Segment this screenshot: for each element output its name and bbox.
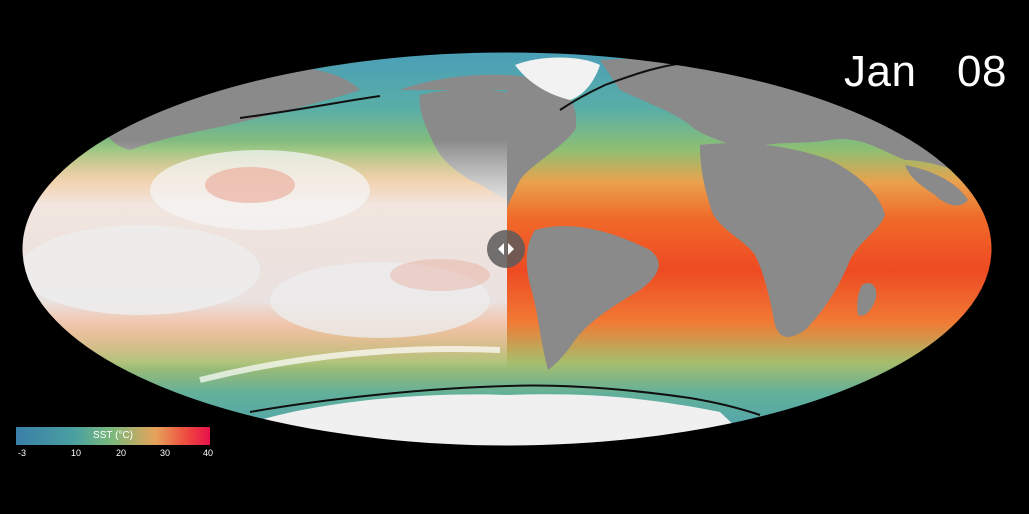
colorbar-tick-label: 40 xyxy=(202,448,214,458)
colorbar-tick-label: 10 xyxy=(70,448,82,458)
left-right-arrows-icon xyxy=(498,243,514,255)
colorbar-title: SST (°C) xyxy=(93,430,133,441)
sst-colorbar-legend: SST (°C) -3 10 20 30 40 xyxy=(16,427,214,461)
landmass-africa xyxy=(700,143,885,337)
compare-slider-handle[interactable] xyxy=(487,230,525,268)
antarctica-ice xyxy=(240,394,760,446)
colorbar-tick-label: 30 xyxy=(159,448,171,458)
greenland-ice xyxy=(515,57,600,100)
landmass-madagascar xyxy=(857,283,877,316)
date-day-label: 08 xyxy=(957,47,1007,96)
cloud-swirl xyxy=(270,262,490,338)
landmass-south-america xyxy=(526,226,659,370)
colorbar-tick-label: -3 xyxy=(18,448,27,458)
colorbar-gradient xyxy=(16,427,210,445)
sea-ice-edge-south xyxy=(249,384,761,416)
colorbar-tick-label: 20 xyxy=(115,448,127,458)
date-month-label: Jan xyxy=(844,47,917,96)
cloud-streak xyxy=(199,346,501,383)
landmass-asia-west xyxy=(100,68,360,150)
cloud-warm-tint xyxy=(390,259,490,291)
cloud-warm-tint xyxy=(205,167,295,203)
landmass-arabia xyxy=(905,165,968,206)
cloud-swirl xyxy=(22,225,260,315)
globe-outline xyxy=(21,51,993,447)
landmass-north-america xyxy=(400,74,577,215)
sea-ice-edge-north xyxy=(239,61,691,119)
